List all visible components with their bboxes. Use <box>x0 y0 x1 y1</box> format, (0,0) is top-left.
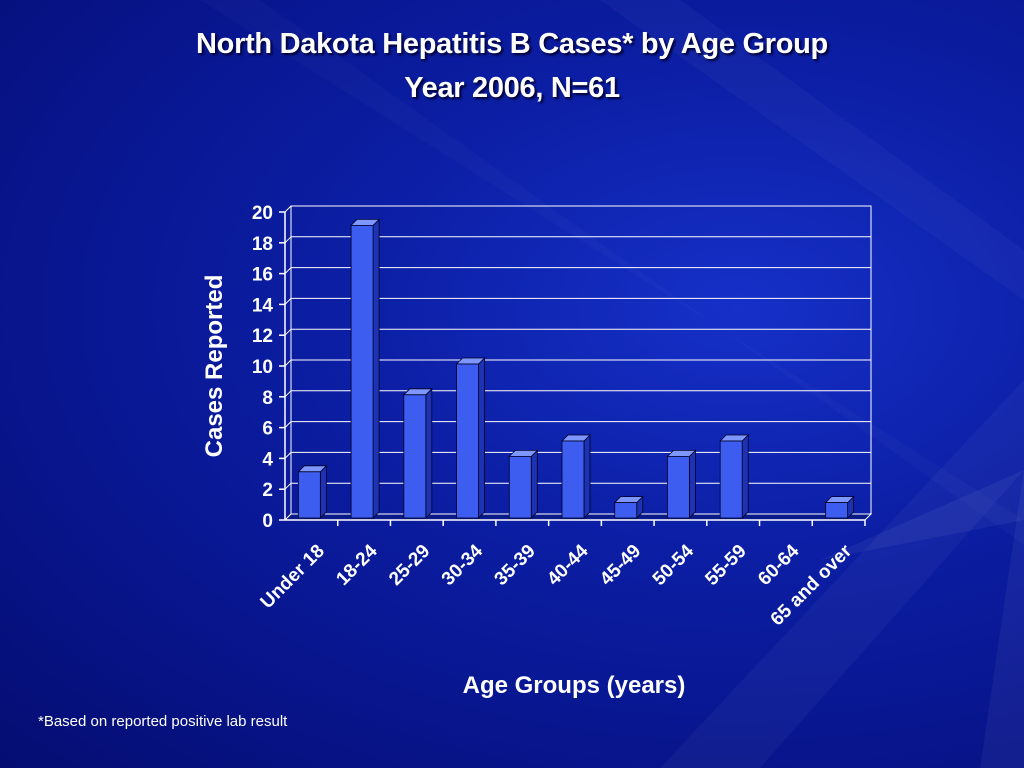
gridline-wall <box>284 421 292 428</box>
x-tick-label: 60-64 <box>754 540 804 590</box>
bar-side <box>372 218 380 519</box>
y-tick-label: 0 <box>262 511 273 532</box>
x-tick-label: 40-44 <box>543 540 593 590</box>
bar <box>614 502 638 519</box>
x-tick-label: 45-49 <box>596 541 645 590</box>
chart-title-line2: Year 2006, N=61 <box>404 72 620 104</box>
gridline-wall <box>284 205 292 213</box>
bar <box>667 455 690 519</box>
bar-side <box>530 449 538 519</box>
bar <box>719 440 743 519</box>
gridlines <box>284 205 871 521</box>
x-tick-label: Under 18 <box>257 541 329 613</box>
bar-side <box>741 434 749 519</box>
x-tick-label: 25-29 <box>385 541 434 590</box>
bar-side <box>319 464 327 519</box>
gridline-wall <box>284 482 292 490</box>
gridline-wall <box>284 359 292 367</box>
bar-side <box>689 449 696 519</box>
bar-side <box>478 357 485 519</box>
gridline-wall <box>284 328 292 336</box>
y-tick-label: 16 <box>252 265 273 286</box>
y-tick-label: 12 <box>252 326 273 347</box>
x-tick-label: 18-24 <box>332 540 382 590</box>
x-tick-label: 50-54 <box>649 540 699 590</box>
bar <box>561 440 585 519</box>
gridline-wall <box>284 267 292 274</box>
chart-title-line1: North Dakota Hepatitis B Cases* by Age G… <box>196 28 828 60</box>
bar <box>825 502 849 519</box>
y-tick-label: 2 <box>262 480 273 501</box>
y-tick-label: 8 <box>262 388 273 409</box>
y-tick-label: 10 <box>252 357 273 378</box>
y-tick-label: 20 <box>252 203 273 224</box>
bar <box>456 363 479 519</box>
gridline-wall <box>284 236 292 244</box>
footnote: *Based on reported positive lab result <box>38 713 288 730</box>
x-axis-label: Age Groups (years) <box>463 672 686 699</box>
y-axis: 0 2 4 6 8 10 12 14 16 18 20 <box>252 203 865 532</box>
bar <box>350 224 374 519</box>
x-tick-label: 55-59 <box>701 541 750 590</box>
bar-side <box>583 434 591 519</box>
gridline-wall <box>284 390 292 398</box>
bar-side <box>425 387 433 519</box>
bar <box>297 471 321 519</box>
y-tick-label: 14 <box>252 295 274 316</box>
y-tick-label: 6 <box>262 419 273 440</box>
y-tick-label: 18 <box>252 234 273 255</box>
x-tick-label: 30-34 <box>438 540 488 590</box>
x-tick-labels: Under 18 18-24 25-29 30-34 35-39 40-44 45-49 50… <box>257 520 866 630</box>
y-axis-label: Cases Reported <box>201 275 228 458</box>
bar <box>508 455 532 519</box>
bar <box>403 394 427 519</box>
gridline-wall <box>284 452 292 459</box>
bars <box>297 218 855 519</box>
gridline-wall <box>284 298 292 305</box>
x-tick-label: 35-39 <box>491 541 540 590</box>
y-tick-label: 4 <box>262 449 273 470</box>
